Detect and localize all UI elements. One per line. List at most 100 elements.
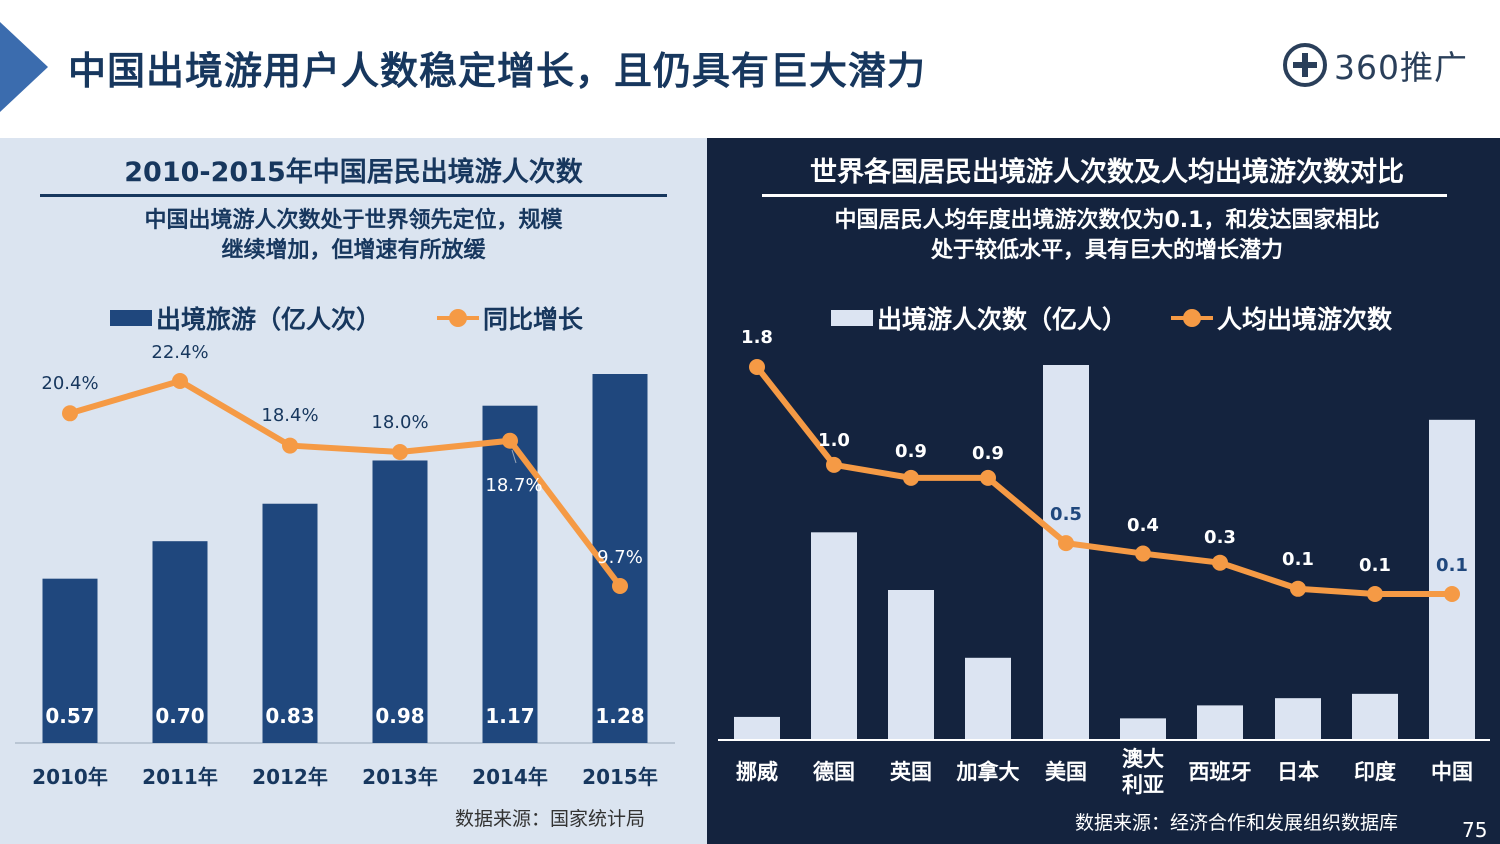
left-growth-point	[282, 437, 298, 454]
right-bar	[1275, 698, 1321, 740]
right-x-tick-label: 英国	[890, 760, 932, 784]
right-per-capita-label: 0.9	[895, 441, 927, 462]
left-legend: 出境旅游（亿人次） 同比增长	[110, 300, 583, 336]
right-per-capita-point	[1444, 586, 1460, 602]
left-bar	[152, 541, 208, 743]
right-bar	[734, 716, 780, 740]
right-source: 数据来源：经济合作和发展组织数据库	[1075, 812, 1399, 834]
legend-bar-swatch	[831, 310, 873, 326]
legend-bar-swatch	[110, 310, 152, 326]
right-x-tick-label: 德国	[813, 760, 855, 784]
left-bar-value-label: 0.70	[155, 704, 204, 728]
right-per-capita-label: 1.0	[818, 430, 850, 451]
right-subtitle-line2: 处于较低水平，具有巨大的增长潜力	[930, 238, 1283, 263]
left-subtitle-line2: 继续增加，但增速有所放缓	[221, 238, 486, 263]
logo-plus-icon	[1283, 43, 1327, 87]
right-per-capita-label: 0.1	[1359, 555, 1391, 576]
left-subtitle-line1: 中国出境游人次数处于世界领先定位，规模	[144, 208, 563, 233]
right-per-capita-label: 0.5	[1050, 504, 1082, 525]
right-panel-subtitle: 中国居民人均年度出境游次数仅为0.1，和发达国家相比 处于较低水平，具有巨大的增…	[757, 206, 1457, 266]
right-per-capita-point	[1212, 554, 1228, 571]
right-per-capita-point	[826, 456, 842, 473]
left-growth-label: 18.7%	[485, 475, 542, 496]
left-panel: 2010-2015年中国居民出境游人次数 中国出境游人次数处于世界领先定位，规模…	[0, 138, 707, 844]
page-number: 75	[1462, 818, 1488, 842]
page-title: 中国出境游用户人数稳定增长，且仍具有巨大潜力	[68, 49, 927, 93]
right-per-capita-point	[749, 359, 765, 375]
legend-line-label: 人均出境游次数	[1217, 305, 1393, 334]
logo-text: 360推广	[1334, 48, 1468, 87]
left-bar	[42, 578, 98, 743]
right-bar	[1120, 718, 1166, 740]
left-bar-value-label: 0.57	[45, 704, 94, 728]
legend-bar-label: 出境游人次数（亿人）	[877, 305, 1128, 334]
right-per-capita-point	[1367, 586, 1383, 602]
right-x-tick-label: 利亚	[1122, 773, 1164, 797]
right-x-tick-label: 中国	[1431, 760, 1473, 784]
left-growth-point	[62, 405, 78, 422]
header-bar: 中国出境游用户人数稳定增长，且仍具有巨大潜力 360推广	[0, 0, 1500, 138]
left-growth-line	[69, 378, 623, 588]
left-growth-label: 9.7%	[597, 547, 643, 568]
left-source: 数据来源：国家统计局	[455, 808, 646, 830]
right-bar	[965, 657, 1011, 740]
left-label-leader	[511, 449, 517, 464]
legend-line-label: 同比增长	[483, 305, 584, 334]
left-growth-point	[612, 578, 628, 594]
brand-logo: 360推广	[1282, 40, 1468, 90]
left-growth-point	[502, 432, 518, 449]
left-growth-point	[172, 373, 188, 389]
left-bar-value-label: 1.28	[595, 704, 644, 728]
right-bar	[1352, 693, 1398, 740]
legend-line-swatch	[437, 309, 480, 327]
left-growth-label: 18.4%	[261, 405, 318, 426]
left-x-tick-label: 2010年	[32, 765, 108, 789]
left-x-tick-label: 2014年	[472, 765, 548, 789]
right-panel-title: 世界各国居民出境游人次数及人均出境游次数对比	[810, 157, 1404, 188]
right-per-capita-point	[1290, 580, 1306, 597]
right-title-rule	[762, 194, 1447, 197]
right-x-tick-label: 日本	[1277, 760, 1319, 784]
left-growth-label: 20.4%	[41, 373, 98, 394]
right-bar	[811, 532, 857, 740]
left-x-tick-label: 2011年	[142, 765, 218, 789]
right-legend: 出境游人次数（亿人） 人均出境游次数	[831, 300, 1392, 336]
left-panel-title: 2010-2015年中国居民出境游人次数	[124, 157, 583, 188]
left-bar	[372, 460, 428, 743]
header-arrow-icon	[0, 22, 48, 112]
left-growth-point	[392, 444, 408, 461]
right-per-capita-label: 1.8	[741, 327, 773, 348]
right-x-tick-label: 美国	[1045, 760, 1087, 784]
right-x-tick-label: 澳大	[1122, 747, 1164, 771]
left-growth-label: 22.4%	[151, 342, 208, 363]
right-per-capita-label: 0.1	[1282, 549, 1314, 570]
right-per-capita-label: 0.9	[972, 443, 1004, 464]
right-bar	[888, 590, 934, 740]
left-x-tick-label: 2013年	[362, 765, 438, 789]
right-x-tick-label: 西班牙	[1189, 760, 1252, 784]
legend-line-swatch	[1171, 309, 1214, 327]
left-bar-value-label: 1.17	[485, 704, 534, 728]
right-x-tick-label: 印度	[1354, 760, 1396, 784]
left-bar-value-label: 0.83	[265, 704, 314, 728]
right-x-tick-label: 加拿大	[956, 760, 1020, 784]
right-subtitle-line1: 中国居民人均年度出境游次数仅为0.1，和发达国家相比	[834, 208, 1380, 233]
legend-bar-label: 出境旅游（亿人次）	[156, 305, 382, 334]
left-panel-subtitle: 中国出境游人次数处于世界领先定位，规模 继续增加，但增速有所放缓	[40, 206, 667, 266]
left-x-tick-label: 2012年	[252, 765, 328, 789]
right-per-capita-line	[754, 365, 1452, 597]
left-x-tick-label: 2015年	[582, 765, 658, 789]
left-bar	[482, 405, 538, 743]
right-bar	[1197, 705, 1243, 740]
right-per-capita-label: 0.4	[1127, 515, 1159, 536]
right-per-capita-label: 0.1	[1436, 555, 1468, 576]
right-per-capita-point	[1135, 545, 1151, 562]
right-per-capita-point	[903, 469, 919, 486]
right-x-tick-label: 挪威	[736, 760, 778, 784]
right-per-capita-point	[980, 469, 996, 486]
right-per-capita-point	[1058, 535, 1074, 552]
left-growth-label: 18.0%	[371, 412, 428, 433]
right-bar	[1429, 419, 1475, 740]
right-bar	[1043, 365, 1089, 740]
